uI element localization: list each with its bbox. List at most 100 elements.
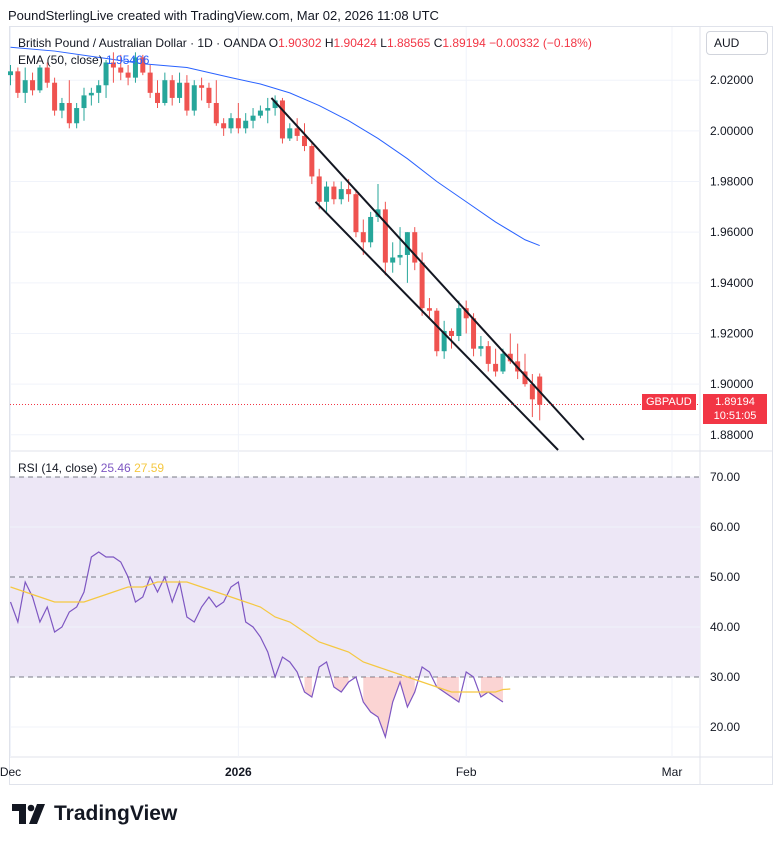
symbol-price-tag: GBPAUD <box>642 394 696 410</box>
rsi-legend-label: RSI (14, close) <box>18 461 98 475</box>
close-value: 1.89194 <box>442 36 486 50</box>
change-value: −0.00332 (−0.18%) <box>489 36 592 50</box>
candle-body <box>8 71 13 76</box>
price-tick-label: 1.94000 <box>710 276 754 290</box>
candle-body <box>44 67 50 83</box>
candle-body <box>434 310 440 352</box>
close-label: C <box>433 36 443 50</box>
attribution-header: PoundSterlingLive created with TradingVi… <box>8 8 439 23</box>
candle-body <box>331 186 337 200</box>
ema-legend: EMA (50, close) 1.95466 <box>18 53 149 67</box>
candle-body <box>522 371 528 385</box>
candle-body <box>382 209 388 263</box>
candle-body <box>360 232 366 243</box>
candle-body <box>279 100 285 139</box>
rsi-oversold-fill <box>333 677 349 692</box>
rsi-tick-label: 30.00 <box>710 670 740 684</box>
tradingview-logo-icon <box>12 804 45 824</box>
price-tick-label: 2.02000 <box>710 73 754 87</box>
candle-body <box>206 87 212 103</box>
candle-body <box>449 330 454 337</box>
rsi-ma-line <box>10 581 511 693</box>
candle-body <box>257 110 263 116</box>
tradingview-logo[interactable]: TradingView <box>12 802 177 826</box>
candle-body <box>199 85 205 88</box>
candle-body <box>37 67 43 91</box>
candle-body <box>309 146 315 177</box>
symbol-legend: British Pound / Australian Dollar · 1D ·… <box>18 36 592 50</box>
candle-body <box>353 194 359 233</box>
rsi-oversold-fill <box>436 677 459 702</box>
candle-body <box>184 82 190 111</box>
candle-body <box>471 318 477 349</box>
chart-frame <box>9 26 773 785</box>
candle-body <box>74 108 80 124</box>
candle-body <box>324 186 330 202</box>
candle-body <box>485 346 491 364</box>
high-value: 1.90424 <box>333 36 377 50</box>
candle-body <box>250 115 256 121</box>
rsi-line <box>9 551 504 740</box>
rsi-oversold-fill <box>480 677 503 702</box>
candle-body <box>397 254 403 258</box>
brand-name: TradingView <box>54 802 178 825</box>
candle-body <box>426 308 432 311</box>
candle-body <box>346 189 352 195</box>
rsi-legend-value: 25.46 <box>100 461 131 475</box>
candle-body <box>441 330 447 352</box>
candle-body <box>390 257 396 263</box>
rsi-tick-label: 50.00 <box>710 570 740 584</box>
candle-body <box>412 232 418 263</box>
candle-body <box>404 232 410 255</box>
candle-body <box>140 57 146 73</box>
candle-body <box>243 120 249 129</box>
candle-body <box>52 82 58 111</box>
candle-body <box>66 102 72 124</box>
candle-body <box>272 100 278 109</box>
ema-50-line <box>10 46 540 247</box>
currency-button[interactable]: AUD <box>706 31 768 55</box>
time-tick-label: Mar <box>662 765 683 779</box>
channel-line-lower <box>314 201 559 451</box>
price-tick-label: 2.00000 <box>710 124 754 138</box>
rsi-legend: RSI (14, close) 25.46 27.59 <box>18 461 164 475</box>
candle-body <box>235 118 241 129</box>
candle-body <box>155 92 160 103</box>
candle-body <box>30 80 36 91</box>
candle-body <box>59 102 65 111</box>
price-tick-label: 1.90000 <box>710 377 754 391</box>
candle-body <box>110 62 116 68</box>
rsi-tick-label: 20.00 <box>710 720 740 734</box>
price-tick-label: 1.92000 <box>710 326 754 340</box>
candle-body <box>103 62 109 86</box>
candle-body <box>338 189 344 200</box>
open-label: O <box>268 36 279 50</box>
price-tick-label: 1.98000 <box>710 175 754 189</box>
candle-body <box>507 353 513 362</box>
candle-body <box>316 176 322 202</box>
candle-body <box>15 71 21 93</box>
rsi-tick-label: 40.00 <box>710 620 740 634</box>
candle-body <box>368 216 374 243</box>
candle-body <box>132 57 138 78</box>
candle-body <box>221 123 227 129</box>
candle-body <box>287 128 293 139</box>
candle-body <box>294 128 300 136</box>
candle-body <box>228 118 234 129</box>
ema-legend-value: 1.95466 <box>106 53 150 67</box>
last-price-value: 1.89194 <box>715 396 755 408</box>
rsi-tick-label: 60.00 <box>710 520 740 534</box>
candle-body <box>478 346 484 349</box>
rsi-ma-legend-value: 27.59 <box>134 461 165 475</box>
high-label: H <box>324 36 334 50</box>
candle-body <box>456 308 462 337</box>
ema-legend-label: EMA (50, close) <box>18 53 103 67</box>
candle-body <box>265 108 271 111</box>
rsi-oversold-fill <box>304 677 312 697</box>
bar-countdown: 10:51:05 <box>713 410 757 422</box>
price-tick-label: 1.88000 <box>710 428 754 442</box>
candle-body <box>191 85 197 111</box>
candle-body <box>302 135 307 147</box>
candle-body <box>147 72 153 93</box>
